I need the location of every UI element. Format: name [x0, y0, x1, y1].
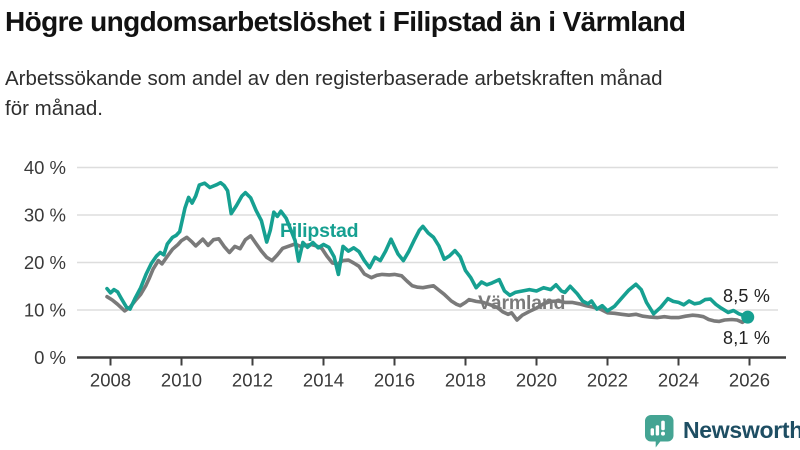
newsworthy-bubble-chart-icon	[645, 415, 674, 448]
x-tick-label: 2026	[729, 370, 770, 391]
x-tick-label: 2020	[516, 370, 557, 391]
newsworthy-brand-name: Newsworthy	[683, 417, 800, 443]
x-tick-label: 2024	[658, 370, 699, 391]
x-tick-label: 2014	[303, 370, 344, 391]
line-vrmland	[105, 234, 750, 325]
y-tick-label: 20 %	[24, 252, 66, 273]
series-label-filipstad: Filipstad	[280, 220, 359, 242]
chart-canvas: 2008 2010 2012 2014 2016 2018 2020 2022 2024 2026…	[24, 157, 786, 391]
subtitle-line-1: Arbetssökande som andel av den registerb…	[5, 67, 663, 90]
series-label-varmland: Värmland	[478, 292, 566, 314]
line-filipstad	[105, 180, 750, 319]
end-point-dot	[741, 310, 755, 324]
y-tick-label: 30 %	[24, 205, 66, 226]
end-value-varmland: 8,1 %	[723, 328, 771, 348]
chart-subtitle: Arbetssökande som andel av den registerb…	[5, 64, 795, 124]
y-tick-label: 40 %	[24, 157, 66, 178]
y-tick-label: 0 %	[34, 347, 66, 368]
x-tick-label: 2008	[90, 370, 131, 391]
x-tick-label: 2018	[445, 370, 486, 391]
x-tick-label: 2012	[232, 370, 273, 391]
y-tick-label: 10 %	[24, 300, 66, 321]
unemployment-line-chart: 2008 2010 2012 2014 2016 2018 2020 2022 2024 2026…	[0, 140, 800, 395]
subtitle-line-2: för månad.	[5, 97, 103, 120]
newsworthy-logo[interactable]: Newsworthy	[645, 415, 800, 448]
x-tick-label: 2016	[374, 370, 415, 391]
end-value-filipstad: 8,5 %	[723, 286, 771, 306]
x-tick-label: 2010	[161, 370, 202, 391]
x-tick-label: 2022	[587, 370, 628, 391]
page-title: Högre ungdomsarbetslöshet i Filipstad än…	[5, 6, 686, 37]
